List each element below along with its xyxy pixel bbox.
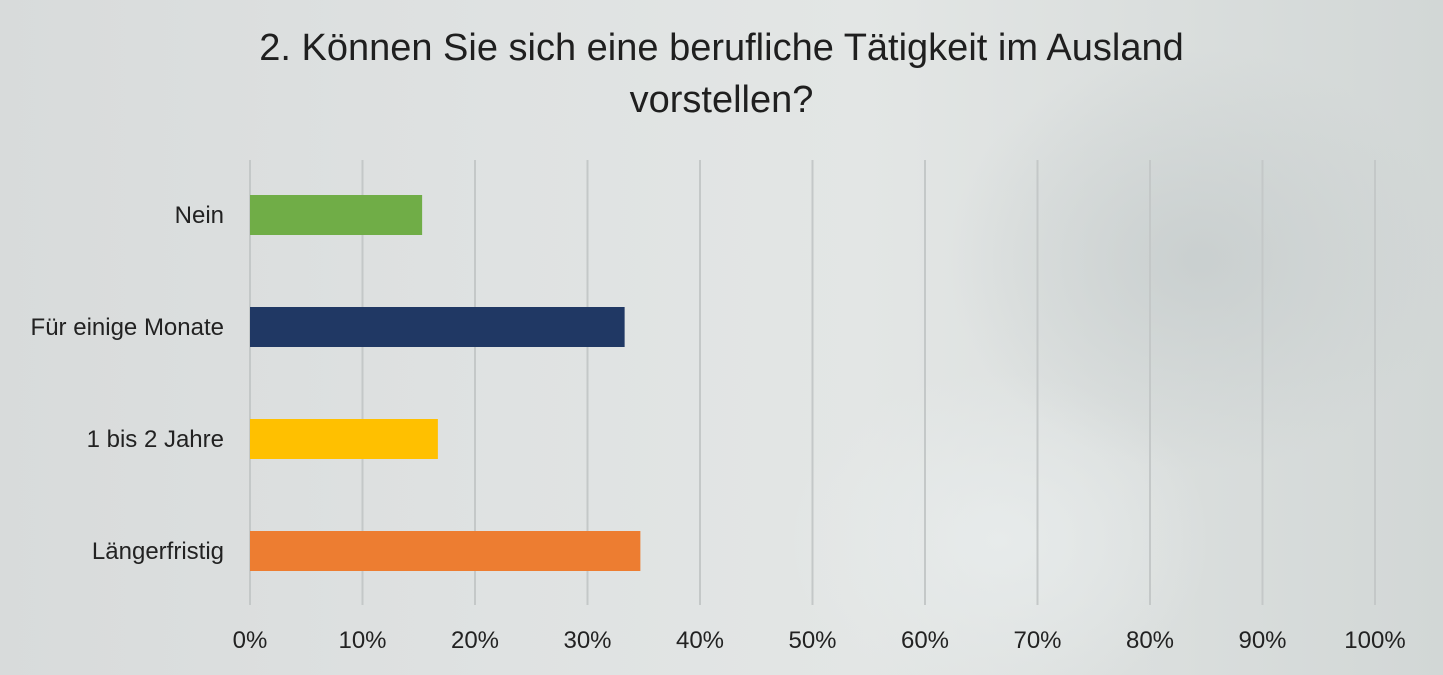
x-tick-label: 100% (1344, 627, 1405, 654)
category-label: Nein (175, 202, 224, 229)
x-tick-label: 40% (676, 627, 724, 654)
bar (250, 419, 438, 459)
x-tick-label: 70% (1013, 627, 1061, 654)
x-tick-label: 90% (1238, 627, 1286, 654)
x-tick-label: 0% (233, 627, 268, 654)
x-tick-labels: 0% 10% 20% 30% 40% 50% 60% 70% 80% 90% 100% (233, 627, 1406, 654)
chart-title-line-2: vorstellen? (629, 79, 814, 121)
x-tick-label: 20% (451, 627, 499, 654)
x-tick-label: 60% (901, 627, 949, 654)
chart-title-line-1: 2. Können Sie sich eine berufliche Tätig… (259, 27, 1184, 69)
category-labels: Nein Für einige Monate 1 bis 2 Jahre Länger… (31, 202, 224, 565)
bars (250, 195, 641, 571)
gridlines (249, 160, 1376, 605)
chart-title: 2. Können Sie sich eine berufliche Tätig… (0, 22, 1443, 126)
bar (250, 531, 641, 571)
category-label: Für einige Monate (31, 314, 224, 341)
bar (250, 195, 423, 235)
x-tick-label: 30% (563, 627, 611, 654)
x-tick-label: 50% (788, 627, 836, 654)
bar (250, 307, 625, 347)
category-label: Längerfristig (92, 538, 224, 565)
x-tick-label: 80% (1126, 627, 1174, 654)
x-tick-label: 10% (338, 627, 386, 654)
category-label: 1 bis 2 Jahre (87, 426, 224, 453)
